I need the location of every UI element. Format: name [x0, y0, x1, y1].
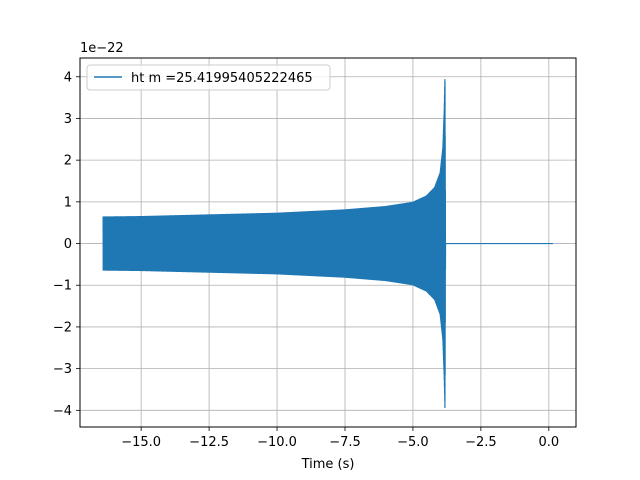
y-tick-label: 0: [64, 237, 72, 252]
x-tick-label: −10.0: [257, 435, 297, 450]
y-tick-label: −1: [53, 279, 72, 294]
x-tick-label: −2.5: [465, 435, 497, 450]
x-tick-label: −5.0: [397, 435, 429, 450]
y-tick-label: 2: [64, 154, 72, 169]
y-tick-label: 3: [64, 112, 72, 127]
waveform: [102, 79, 553, 409]
x-tick-label: 0.0: [538, 435, 559, 450]
y-tick-label: 4: [64, 70, 72, 85]
y-tick-label: −3: [53, 362, 72, 377]
series-line: [102, 79, 553, 409]
x-axis-ticks: −15.0 −12.5 −10.0 −7.5 −5.0 −2.5 0.0: [121, 427, 559, 450]
legend: ht m =25.41995405222465: [86, 64, 331, 91]
x-tick-label: −12.5: [189, 435, 229, 450]
plot-frame: [79, 57, 577, 428]
grid: [80, 58, 576, 427]
y-tick-label: 1: [64, 195, 72, 210]
x-tick-label: −15.0: [121, 435, 161, 450]
y-axis-ticks: −4 −3 −2 −1 0 1 2 3 4: [53, 70, 80, 419]
legend-label: ht m =25.41995405222465: [131, 71, 313, 86]
y-offset-text: 1e−22: [80, 41, 124, 56]
x-tick-label: −7.5: [329, 435, 361, 450]
x-axis-label: Time (s): [301, 457, 355, 472]
legend-box: [86, 64, 331, 91]
y-tick-label: −2: [53, 320, 72, 335]
y-tick-label: −4: [53, 404, 72, 419]
